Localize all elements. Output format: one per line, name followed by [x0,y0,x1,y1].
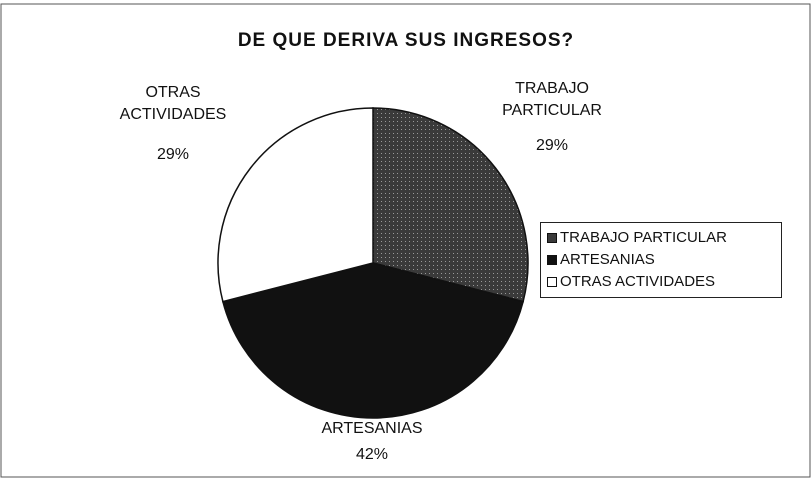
slice-label: ARTESANIAS [321,420,423,437]
legend-item: ARTESANIAS [547,251,655,268]
legend-item: TRABAJO PARTICULAR [547,229,727,246]
slice-value-label: 42% [355,446,389,463]
chart-title: DE QUE DERIVA SUS INGRESOS? [237,30,575,51]
slice-value-label: 29% [156,146,190,163]
legend-swatch [547,254,557,265]
pie [217,107,529,419]
legend-item: OTRAS ACTIVIDADES [547,273,715,290]
legend-swatch [547,276,557,287]
pie-slice [372,107,529,303]
legend: TRABAJO PARTICULAR ARTESANIAS OTRAS ACTIVI… [540,222,782,298]
pie-slice [221,262,525,419]
legend-swatch [547,232,557,243]
slice-value-label: 29% [535,137,569,154]
pie-slice [217,107,374,303]
legend-label: ARTESANIAS [560,251,655,268]
legend-label: TRABAJO PARTICULAR [560,229,727,246]
frame [0,3,811,478]
legend-label: OTRAS ACTIVIDADES [560,273,716,290]
slice-label: TRABAJO PARTICULAR [502,80,602,119]
slice-label: OTRAS ACTIVIDADES [119,84,227,123]
